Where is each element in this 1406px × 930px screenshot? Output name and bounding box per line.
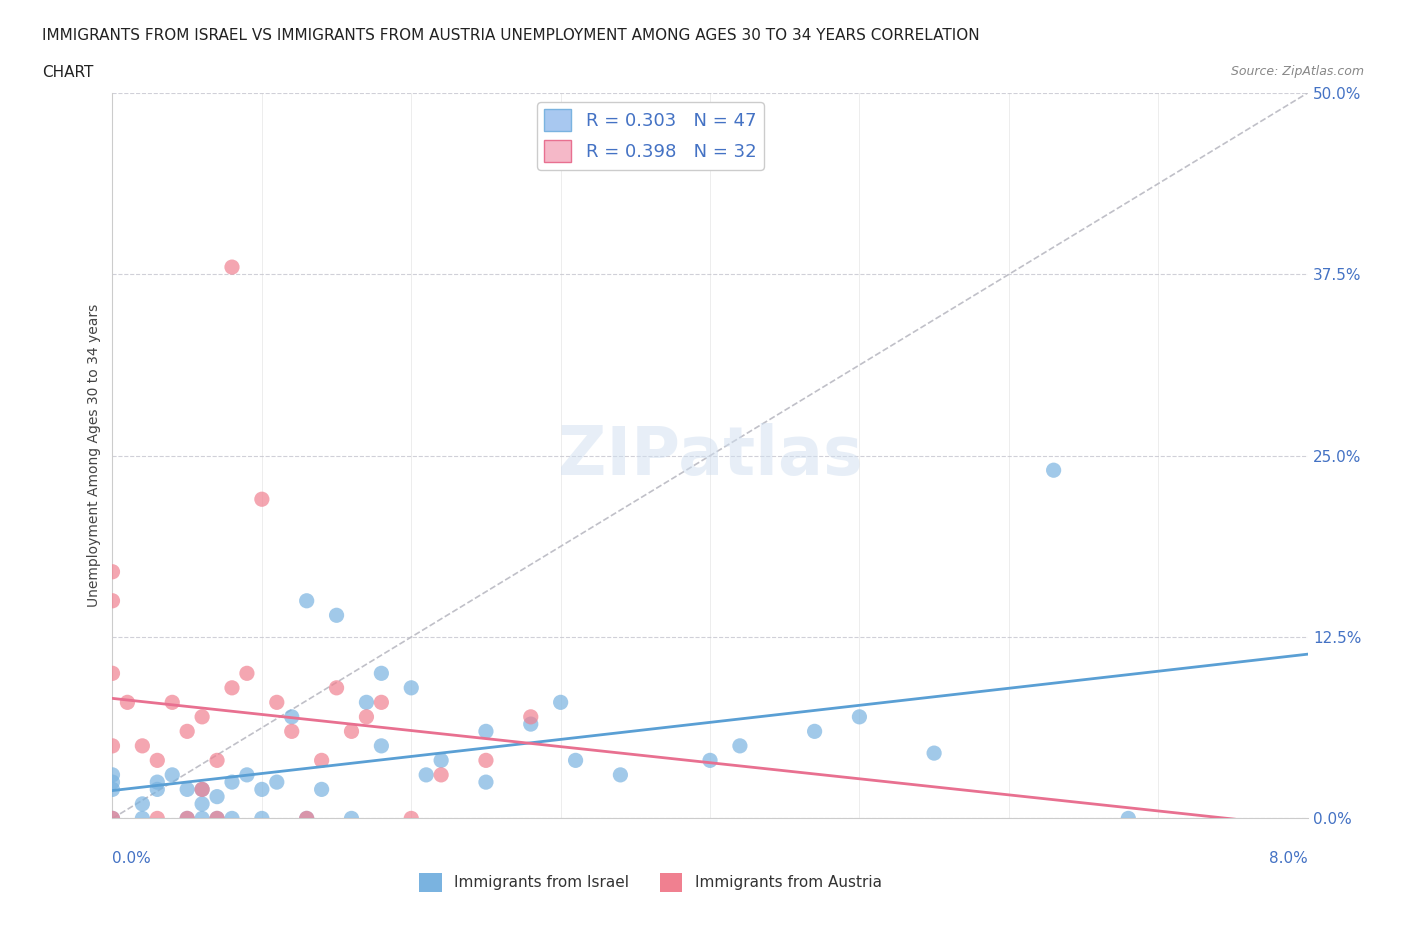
Point <box>281 710 304 724</box>
Point <box>370 666 392 681</box>
Point <box>101 775 124 790</box>
Point <box>295 811 318 826</box>
Point <box>146 811 169 826</box>
Point <box>205 790 228 804</box>
Point <box>311 782 333 797</box>
Point <box>1042 463 1064 478</box>
Text: Source: ZipAtlas.com: Source: ZipAtlas.com <box>1230 65 1364 78</box>
Point <box>236 666 259 681</box>
Point <box>205 811 228 826</box>
Legend: Immigrants from Israel, Immigrants from Austria: Immigrants from Israel, Immigrants from … <box>413 867 887 897</box>
Point <box>131 738 153 753</box>
Point <box>205 811 228 826</box>
Point <box>370 695 392 710</box>
Point <box>221 811 243 826</box>
Point <box>101 782 124 797</box>
Text: 8.0%: 8.0% <box>1268 851 1308 866</box>
Point <box>101 565 124 579</box>
Point <box>176 782 198 797</box>
Point <box>340 724 363 738</box>
Point <box>101 811 124 826</box>
Text: CHART: CHART <box>42 65 94 80</box>
Point <box>176 811 198 826</box>
Point <box>191 796 214 811</box>
Point <box>401 811 423 826</box>
Point <box>550 695 572 710</box>
Point <box>803 724 825 738</box>
Point <box>430 767 453 782</box>
Point <box>848 710 870 724</box>
Point <box>162 767 183 782</box>
Text: IMMIGRANTS FROM ISRAEL VS IMMIGRANTS FROM AUSTRIA UNEMPLOYMENT AMONG AGES 30 TO : IMMIGRANTS FROM ISRAEL VS IMMIGRANTS FRO… <box>42 28 980 43</box>
Point <box>221 259 243 274</box>
Point <box>191 710 214 724</box>
Point <box>131 811 153 826</box>
Point <box>266 775 288 790</box>
Point <box>191 782 214 797</box>
Point <box>699 753 721 768</box>
Point <box>266 695 288 710</box>
Point <box>205 753 228 768</box>
Point <box>564 753 586 768</box>
Point <box>609 767 631 782</box>
Point <box>221 681 243 696</box>
Text: 0.0%: 0.0% <box>112 851 152 866</box>
Point <box>475 775 498 790</box>
Point <box>520 717 543 732</box>
Point <box>250 782 273 797</box>
Point <box>250 492 273 507</box>
Point <box>401 681 423 696</box>
Point <box>325 608 347 623</box>
Point <box>922 746 945 761</box>
Point <box>101 811 124 826</box>
Point <box>146 782 169 797</box>
Point <box>101 666 124 681</box>
Point <box>191 782 214 797</box>
Point <box>311 753 333 768</box>
Point <box>146 775 169 790</box>
Point <box>475 753 498 768</box>
Point <box>101 738 124 753</box>
Point <box>131 796 153 811</box>
Point <box>430 753 453 768</box>
Point <box>728 738 751 753</box>
Point <box>236 767 259 782</box>
Point <box>370 738 392 753</box>
Point <box>475 724 498 738</box>
Text: ZIPatlas: ZIPatlas <box>558 423 862 488</box>
Point <box>117 695 139 710</box>
Point <box>176 811 198 826</box>
Point <box>356 710 378 724</box>
Point <box>101 593 124 608</box>
Point <box>415 767 437 782</box>
Point <box>176 724 198 738</box>
Point <box>101 767 124 782</box>
Point <box>295 593 318 608</box>
Y-axis label: Unemployment Among Ages 30 to 34 years: Unemployment Among Ages 30 to 34 years <box>87 304 101 607</box>
Point <box>325 681 347 696</box>
Point <box>340 811 363 826</box>
Point <box>1116 811 1139 826</box>
Point <box>295 811 318 826</box>
Point <box>250 811 273 826</box>
Point <box>162 695 183 710</box>
Point <box>281 724 304 738</box>
Point <box>191 811 214 826</box>
Point <box>146 753 169 768</box>
Point <box>221 775 243 790</box>
Point <box>520 710 543 724</box>
Point <box>356 695 378 710</box>
